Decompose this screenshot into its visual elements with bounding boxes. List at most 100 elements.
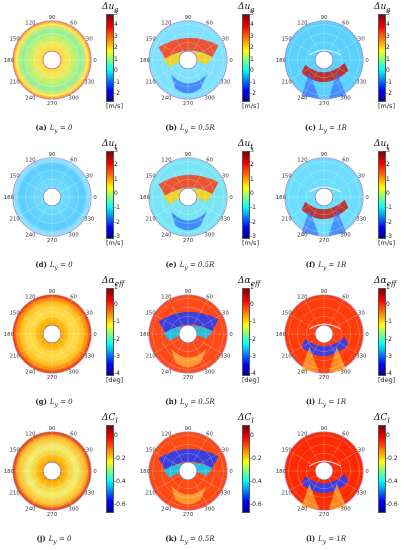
angle-tick: 180	[4, 332, 15, 338]
subplot-panel: Δua 90 60 30 0 330 300 270 240 210 180 150 120 5 4 3 2 1 0…	[274, 2, 409, 139]
colorbar: 1 0 -1 -2 -3 -4	[378, 284, 408, 384]
colorbar: 5 4 3 2 1 0 -1 -2	[378, 11, 408, 110]
angle-tick: 210	[10, 354, 21, 360]
subplot-panel: Δua 90 60 30 0 330 300 270 240 210 180 150 120 5 4 3 2 1 0…	[138, 2, 274, 139]
colorbar: 0 -0.2 -0.4 -0.6	[242, 425, 272, 521]
angle-tick: 330	[84, 217, 95, 223]
angle-tick: 180	[276, 58, 287, 64]
angle-tick: 60	[70, 432, 77, 438]
subplot-caption: (h) Ly = 0.5R	[138, 397, 242, 408]
subplot-caption: (b) Ly = 0.5R	[138, 123, 242, 134]
polar-grid	[12, 157, 92, 237]
subplot-letter: (b)	[165, 123, 177, 132]
angle-tick: 120	[297, 295, 308, 301]
angle-tick: 300	[204, 506, 215, 512]
subplot-letter: (i)	[305, 397, 316, 406]
colorbar-gradient	[106, 425, 114, 513]
angle-tick: 120	[161, 432, 172, 438]
colorbar-gradient	[242, 14, 250, 102]
angle-tick: 60	[206, 158, 213, 164]
colorbar-tick: 0	[250, 432, 254, 440]
angle-tick: 90	[185, 289, 192, 295]
colorbar-tick: 1	[386, 284, 390, 291]
colorbar-tick: 0	[386, 432, 390, 440]
wake-feature	[301, 460, 349, 510]
angle-tick: 210	[10, 491, 21, 497]
polar-grid	[12, 294, 92, 374]
angle-tick: 300	[204, 369, 215, 375]
colorbar-tick: -2	[386, 90, 392, 98]
colorbar-tick: 0	[250, 301, 254, 309]
colorbar-tick: 4	[250, 21, 254, 29]
angle-tick: 210	[146, 217, 157, 223]
angle-tick: 240	[25, 232, 36, 238]
subplot-letter: (l)	[305, 534, 316, 543]
hub	[314, 187, 334, 207]
colorbar-tick: -0.4	[250, 478, 262, 486]
angle-tick: 240	[297, 506, 308, 512]
colorbar-tick: 0	[386, 190, 390, 197]
unit-label: [deg]	[106, 376, 124, 384]
colorbar: 3 2 1 0 -1 -2 -3	[242, 147, 272, 247]
quantity-label: Δua	[374, 2, 391, 14]
colorbar-tick: -2	[250, 218, 256, 226]
angle-tick: 240	[161, 95, 172, 101]
hub	[178, 461, 198, 481]
angle-tick: 210	[282, 491, 293, 497]
angle-tick: 120	[297, 158, 308, 164]
colorbar-gradient	[378, 14, 386, 102]
angle-tick: 150	[146, 173, 157, 179]
colorbar: 0 -0.2 -0.4 -0.6	[106, 425, 136, 521]
angle-tick: 90	[185, 15, 192, 21]
angle-tick: 270	[183, 101, 194, 107]
colorbar-tick: 0	[386, 301, 390, 309]
angle-tick: 30	[358, 447, 365, 453]
angle-tick: 0	[93, 332, 97, 338]
quantity-label: Δua	[238, 2, 255, 14]
subplot-condition: Ly = 1R	[318, 261, 347, 272]
colorbar-tick: -1	[386, 78, 392, 86]
subplot-condition: Ly = 0.5R	[179, 261, 215, 272]
colorbar-tick: 0	[114, 190, 118, 197]
angle-tick: 180	[140, 195, 151, 201]
unit-label: [m/s]	[242, 102, 259, 110]
angle-tick: 300	[68, 506, 79, 512]
angle-tick: 210	[146, 80, 157, 86]
colorbar-tick: -1	[250, 78, 256, 86]
unit-label: [m/s]	[378, 239, 395, 247]
angle-tick: 120	[25, 295, 36, 301]
angle-tick: 150	[282, 447, 293, 453]
angle-tick: 0	[229, 332, 233, 338]
angle-tick: 180	[276, 469, 287, 475]
angle-tick: 0	[229, 195, 233, 201]
colorbar-tick: -0.2	[386, 455, 398, 463]
angle-tick: 150	[10, 310, 21, 316]
hub	[42, 187, 62, 207]
subplot-condition: Ly = 0.5R	[179, 124, 215, 135]
angle-tick: 210	[146, 491, 157, 497]
angle-tick: 150	[282, 310, 293, 316]
colorbar-tick: 1	[250, 55, 254, 63]
colorbar-tick: 5	[250, 10, 254, 17]
quantity-label: Δαeff	[374, 276, 397, 288]
quantity-label: Δut	[374, 139, 390, 151]
angle-tick: 30	[222, 36, 229, 42]
colorbar-tick: 3	[250, 147, 254, 154]
angle-tick: 0	[93, 469, 97, 475]
colorbar-tick: 1	[386, 55, 390, 63]
subplot-condition: Ly = 0.5R	[180, 398, 215, 409]
colorbar-tick: 4	[114, 21, 118, 29]
colorbar-tick: 0	[250, 67, 254, 75]
hub	[314, 324, 334, 344]
angle-tick: 240	[161, 506, 172, 512]
colorbar-tick: -2	[250, 90, 256, 98]
colorbar-gradient	[242, 425, 250, 513]
angle-tick: 150	[146, 310, 157, 316]
angle-tick: 330	[220, 217, 231, 223]
angle-tick: 180	[140, 332, 151, 338]
